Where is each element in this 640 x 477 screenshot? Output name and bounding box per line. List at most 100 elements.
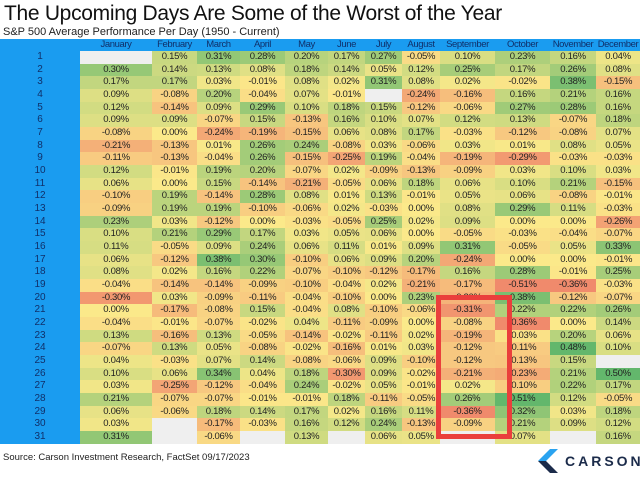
heatmap-cell: -0.14% bbox=[240, 177, 285, 191]
heatmap-cell: 0.09% bbox=[440, 215, 495, 229]
heatmap-cell: 0.05% bbox=[328, 228, 365, 242]
heatmap-cell: 0.16% bbox=[285, 418, 328, 432]
heatmap-cell: 0.17% bbox=[240, 228, 285, 242]
heatmap-cell: 0.06% bbox=[328, 253, 365, 267]
heatmap-cell: -0.17% bbox=[402, 266, 440, 280]
heatmap-cell: -0.06% bbox=[402, 139, 440, 153]
heatmap-cell: 0.18% bbox=[596, 114, 640, 128]
heatmap-cell: -0.01% bbox=[596, 253, 640, 267]
heatmap-cell: -0.12% bbox=[495, 127, 550, 141]
heatmap-cell: 0.03% bbox=[495, 165, 550, 179]
heatmap-cell: 0.00% bbox=[80, 304, 152, 318]
heatmap-cell: -0.01% bbox=[550, 266, 596, 280]
heatmap-cell: 0.33% bbox=[596, 241, 640, 255]
heatmap-cell: -0.03% bbox=[596, 279, 640, 293]
heatmap-cell: -0.08% bbox=[550, 190, 596, 204]
heatmap-cell: 0.12% bbox=[402, 63, 440, 77]
heatmap-cell: 0.02% bbox=[440, 76, 495, 90]
heatmap-cell: 0.00% bbox=[550, 215, 596, 229]
heatmap-cell: 0.38% bbox=[550, 76, 596, 90]
heatmap-cell: -0.06% bbox=[152, 405, 197, 419]
heatmap-cell: 0.18% bbox=[596, 405, 640, 419]
heatmap-cell: -0.07% bbox=[596, 228, 640, 242]
heatmap-cell: 0.25% bbox=[365, 215, 402, 229]
heatmap-cell: 0.30% bbox=[240, 253, 285, 267]
heatmap-cell bbox=[80, 51, 152, 65]
heatmap-cell: 0.09% bbox=[152, 114, 197, 128]
heatmap-cell: 0.13% bbox=[197, 63, 240, 77]
heatmap-cell: 0.48% bbox=[550, 342, 596, 356]
heatmap-cell: 0.00% bbox=[152, 127, 197, 141]
heatmap-cell: -0.19% bbox=[440, 152, 495, 166]
heatmap-cell: 0.11% bbox=[80, 241, 152, 255]
heatmap-cell: -0.14% bbox=[152, 279, 197, 293]
column-header: May bbox=[298, 39, 315, 50]
heatmap-cell: -0.05% bbox=[152, 241, 197, 255]
heatmap-cell: 0.10% bbox=[80, 228, 152, 242]
heatmap-cell: 0.30% bbox=[80, 63, 152, 77]
column-header: February bbox=[157, 39, 192, 50]
heatmap-cell: 0.28% bbox=[550, 101, 596, 115]
heatmap-cell: -0.05% bbox=[596, 393, 640, 407]
heatmap-cell: 0.10% bbox=[285, 101, 328, 115]
row-label: 3 bbox=[0, 76, 80, 90]
row-label: 13 bbox=[0, 203, 80, 217]
heatmap-cell: 0.03% bbox=[550, 405, 596, 419]
heatmap-cell: 0.11% bbox=[550, 203, 596, 217]
heatmap-cell: -0.07% bbox=[285, 165, 328, 179]
row-label: 11 bbox=[0, 177, 80, 191]
heatmap-cell: -0.01% bbox=[152, 317, 197, 331]
heatmap-cell: 0.24% bbox=[240, 241, 285, 255]
heatmap-cell: -0.07% bbox=[197, 317, 240, 331]
heatmap-cell: -0.36% bbox=[440, 405, 495, 419]
heatmap-cell: 0.25% bbox=[596, 266, 640, 280]
heatmap-cell: -0.24% bbox=[402, 89, 440, 103]
heatmap-cell: -0.21% bbox=[440, 367, 495, 381]
heatmap-cell: -0.11% bbox=[80, 152, 152, 166]
heatmap-cell: 0.23% bbox=[80, 215, 152, 229]
heatmap-cell: -0.08% bbox=[285, 355, 328, 369]
heatmap-cell: 0.21% bbox=[550, 89, 596, 103]
heatmap-cell: 0.00% bbox=[495, 215, 550, 229]
heatmap-cell: 0.00% bbox=[152, 177, 197, 191]
heatmap-cell: -0.15% bbox=[285, 152, 328, 166]
heatmap-cell: 0.10% bbox=[365, 114, 402, 128]
heatmap-cell: 0.16% bbox=[365, 405, 402, 419]
heatmap-cell: -0.16% bbox=[152, 329, 197, 343]
heatmap-cell: -0.16% bbox=[440, 89, 495, 103]
heatmap-cell: -0.01% bbox=[240, 393, 285, 407]
carson-chevron-icon bbox=[538, 449, 558, 473]
heatmap-cell: -0.29% bbox=[495, 152, 550, 166]
heatmap-cell: 0.12% bbox=[80, 165, 152, 179]
row-label: 8 bbox=[0, 139, 80, 153]
heatmap-cell: -0.07% bbox=[550, 114, 596, 128]
heatmap-cell: 0.15% bbox=[550, 355, 596, 369]
heatmap-cell: 0.26% bbox=[240, 152, 285, 166]
heatmap-cell: 0.02% bbox=[152, 266, 197, 280]
heatmap-cell: -0.10% bbox=[285, 279, 328, 293]
heatmap-cell: -0.02% bbox=[285, 342, 328, 356]
row-label: 10 bbox=[0, 165, 80, 179]
heatmap-cell: -0.09% bbox=[80, 203, 152, 217]
heatmap-cell: 0.06% bbox=[80, 177, 152, 191]
heatmap-cell: 0.10% bbox=[596, 342, 640, 356]
heatmap-cell: -0.03% bbox=[495, 228, 550, 242]
heatmap-cell: 0.09% bbox=[365, 355, 402, 369]
heatmap-cell: -0.05% bbox=[328, 177, 365, 191]
heatmap-cell: 0.04% bbox=[285, 317, 328, 331]
heatmap-cell: 0.18% bbox=[197, 405, 240, 419]
heatmap-cell: 0.06% bbox=[80, 405, 152, 419]
heatmap-cell: 0.16% bbox=[550, 51, 596, 65]
heatmap-cell: 0.14% bbox=[240, 355, 285, 369]
heatmap-cell: -0.06% bbox=[285, 203, 328, 217]
heatmap-cell: -0.26% bbox=[596, 215, 640, 229]
column-header: December bbox=[597, 39, 639, 50]
heatmap-cell: -0.08% bbox=[550, 127, 596, 141]
heatmap-cell: -0.16% bbox=[328, 342, 365, 356]
heatmap-cell: 0.09% bbox=[365, 253, 402, 267]
source-note: Source: Carson Investment Research, Fact… bbox=[3, 452, 250, 463]
heatmap-cell: 0.06% bbox=[285, 241, 328, 255]
heatmap-cell: 0.24% bbox=[285, 139, 328, 153]
heatmap-cell: 0.12% bbox=[80, 101, 152, 115]
heatmap-cell: 0.17% bbox=[80, 76, 152, 90]
